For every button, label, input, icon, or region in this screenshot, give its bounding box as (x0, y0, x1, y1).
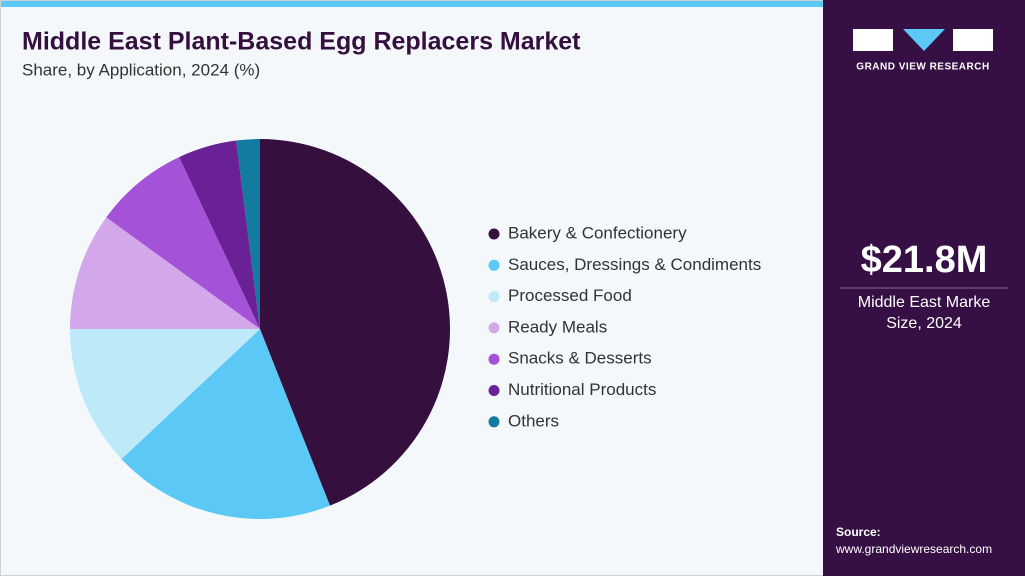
legend-label: Snacks & Desserts (508, 349, 652, 368)
legend-marker (488, 416, 500, 428)
logo-block (953, 29, 993, 51)
pie-slice (236, 139, 260, 329)
chart-subtitle: Share, by Application, 2024 (%) (22, 60, 260, 79)
legend-label: Bakery & Confectionery (508, 223, 687, 242)
pie-slice (179, 140, 260, 329)
source-url: www.grandviewresearch.com (835, 542, 992, 556)
legend-marker (488, 385, 500, 396)
pie-slice (70, 217, 260, 329)
top-accent (0, 0, 823, 7)
logo-block (903, 29, 945, 51)
pie-slice (121, 329, 330, 519)
legend-marker (488, 291, 500, 303)
market-label: Size, 2024 (886, 315, 962, 332)
legend-marker (488, 228, 500, 240)
pie-slice (70, 329, 260, 460)
logo-text: GRAND VIEW RESEARCH (856, 62, 989, 73)
legend-marker (488, 353, 500, 365)
logo-block (853, 29, 893, 51)
market-value: $21.8M (861, 239, 988, 281)
legend-label: Ready Meals (508, 317, 607, 336)
chart-title: Middle East Plant-Based Egg Replacers Ma… (22, 28, 581, 56)
legend-label: Others (508, 411, 559, 430)
pie-slice (260, 139, 451, 506)
legend-marker (488, 259, 500, 271)
market-label: Middle East Marke (858, 294, 991, 311)
pie-slice (106, 157, 260, 329)
legend-marker (488, 322, 500, 334)
source-label: Source: (836, 525, 881, 539)
legend-label: Sauces, Dressings & Condiments (508, 255, 761, 274)
logo (853, 29, 993, 51)
legend-label: Nutritional Products (508, 380, 656, 399)
legend-label: Processed Food (508, 286, 632, 305)
